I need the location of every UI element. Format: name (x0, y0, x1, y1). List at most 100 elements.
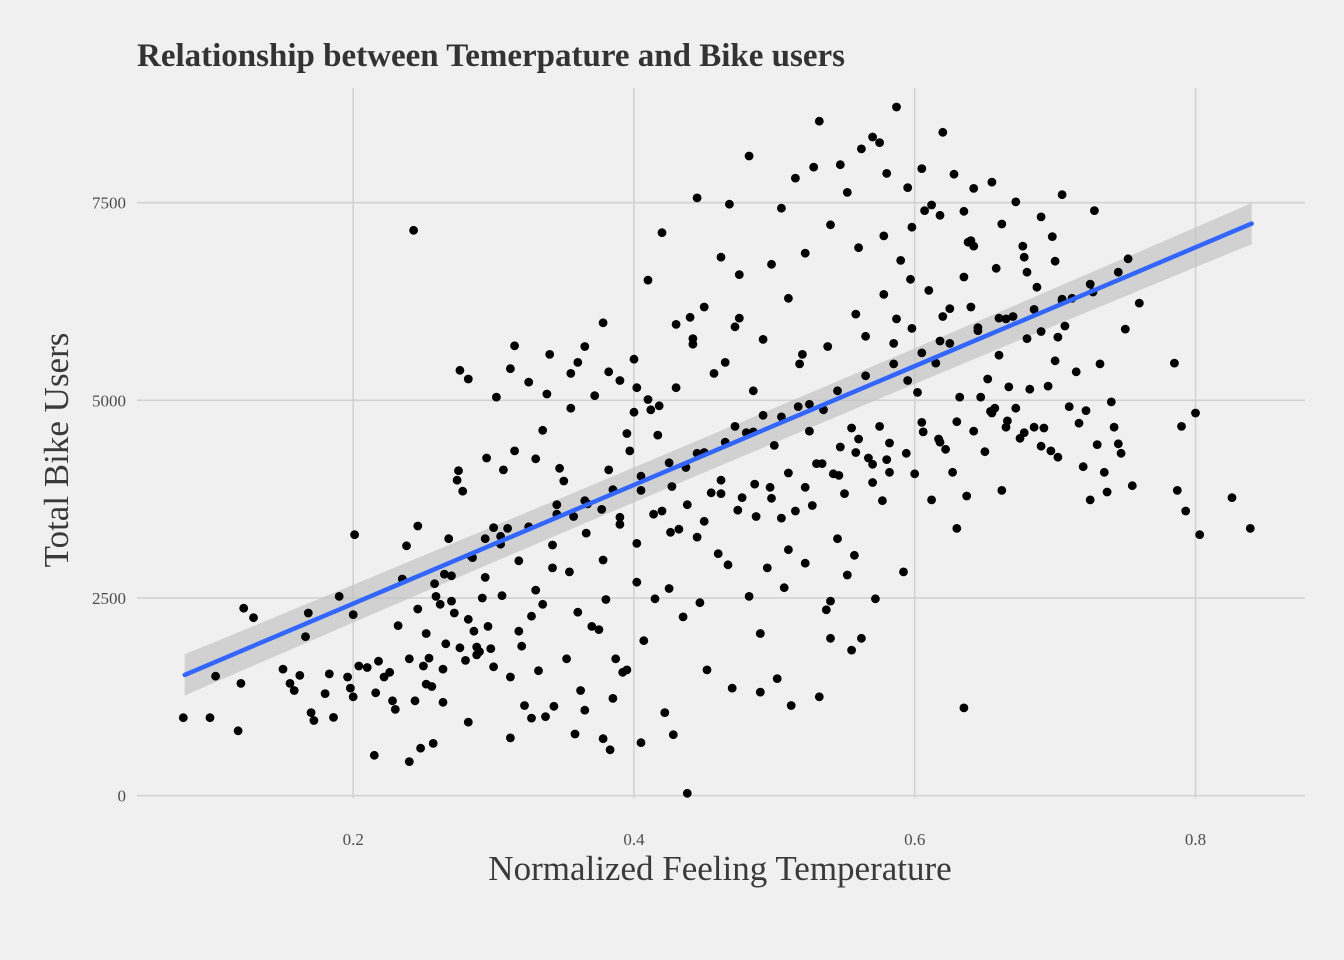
data-point (1036, 327, 1046, 336)
data-point (348, 692, 358, 702)
data-point (892, 102, 901, 112)
x-axis-label: Normalized Feeling Temperature (488, 849, 951, 888)
data-point (636, 486, 646, 495)
data-point (817, 459, 827, 468)
data-point (205, 713, 215, 723)
y-tick-label: 5000 (92, 391, 126, 410)
data-point (723, 560, 733, 570)
data-point (868, 478, 877, 487)
data-point (421, 679, 431, 689)
data-point (809, 162, 819, 172)
data-point (924, 286, 934, 295)
data-point (657, 228, 667, 238)
data-point (784, 545, 793, 555)
data-point (1116, 448, 1126, 458)
data-point (1172, 486, 1182, 495)
data-point (755, 687, 765, 697)
data-point (480, 534, 490, 544)
data-point (1039, 423, 1049, 433)
data-point (590, 391, 600, 400)
data-point (1102, 487, 1112, 497)
data-point (639, 636, 649, 646)
data-point (306, 708, 316, 717)
data-point (945, 304, 955, 313)
data-point (784, 468, 793, 478)
data-point (800, 558, 810, 568)
data-point (854, 434, 863, 444)
data-point (917, 164, 927, 174)
data-point (343, 672, 352, 682)
data-point (1053, 452, 1063, 462)
data-point (821, 605, 831, 615)
data-point (514, 626, 524, 636)
data-point (709, 369, 719, 378)
data-point (562, 654, 571, 664)
y-axis-ticks: 0 2500 5000 7500 (92, 194, 126, 806)
data-point (685, 312, 695, 322)
data-point (777, 513, 786, 523)
data-point (320, 689, 330, 698)
data-point (758, 335, 768, 344)
data-point (1022, 267, 1032, 277)
data-point (835, 442, 845, 452)
trend-line-layer (182, 221, 1254, 678)
data-point (1046, 446, 1056, 456)
data-point (486, 644, 496, 653)
data-point (889, 339, 899, 348)
data-point (814, 692, 824, 702)
data-point (903, 376, 913, 385)
data-point (1090, 206, 1099, 216)
data-point (882, 169, 892, 178)
data-point (444, 534, 454, 544)
data-point (920, 206, 929, 216)
data-point (552, 500, 562, 510)
data-point (1195, 530, 1205, 540)
x-tick-label: 0.4 (623, 830, 645, 849)
data-point (431, 592, 441, 601)
data-point (497, 591, 507, 600)
data-point (997, 219, 1007, 229)
data-point (580, 342, 590, 351)
data-point (601, 595, 611, 604)
data-point (833, 534, 842, 544)
data-point (517, 641, 527, 651)
data-point (1074, 418, 1084, 428)
data-point (1019, 428, 1029, 438)
data-point (605, 745, 615, 755)
data-point (469, 626, 479, 636)
data-point (393, 621, 403, 630)
data-point (604, 367, 614, 377)
data-point (671, 383, 681, 393)
y-tick-label: 2500 (92, 589, 126, 608)
data-point (959, 272, 969, 282)
data-point (660, 708, 670, 717)
data-point (668, 730, 678, 740)
data-point (510, 341, 519, 351)
data-point (1170, 358, 1179, 368)
data-point (499, 465, 508, 475)
data-point (913, 388, 922, 397)
data-point (615, 520, 625, 529)
data-point (716, 252, 726, 262)
data-point (692, 193, 702, 203)
data-point (851, 309, 861, 319)
data-point (938, 312, 948, 321)
data-point (885, 467, 894, 477)
data-point (233, 726, 243, 736)
data-point (636, 471, 646, 481)
data-point (428, 739, 438, 748)
data-point (1036, 441, 1046, 451)
data-point (463, 717, 473, 727)
data-point (329, 713, 338, 722)
data-point (892, 314, 901, 324)
data-point (538, 425, 548, 435)
data-point (791, 173, 800, 183)
data-point (952, 417, 962, 427)
data-point (861, 331, 870, 341)
data-point (889, 359, 899, 369)
data-point (1085, 279, 1095, 289)
data-point (447, 571, 456, 581)
data-point (541, 712, 550, 721)
data-point (438, 664, 448, 674)
